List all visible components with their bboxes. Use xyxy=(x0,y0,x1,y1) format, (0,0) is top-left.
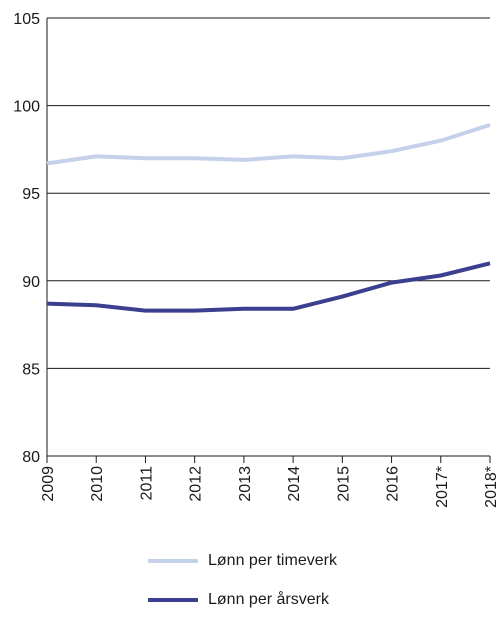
legend-item-lonn-per-arsverk: Lønn per årsverk xyxy=(148,591,329,609)
series-line-0 xyxy=(46,122,491,166)
y-tick-label: 90 xyxy=(22,274,40,291)
series-lines xyxy=(46,122,491,313)
y-tick-label: 100 xyxy=(13,99,40,116)
x-tick-label: 2014 xyxy=(286,466,303,502)
x-tick-label: 2009 xyxy=(40,466,57,502)
x-tick-label: 2017* xyxy=(434,466,451,508)
y-tick-label: 85 xyxy=(22,361,40,378)
x-tick-label: 2011 xyxy=(138,466,155,501)
x-tick-label: 2012 xyxy=(188,466,205,502)
legend-label: Lønn per timeverk xyxy=(208,552,337,569)
y-axis-ticks: 80 85 90 95 100 105 xyxy=(13,11,40,466)
legend-swatch xyxy=(148,598,198,602)
legend-label: Lønn per årsverk xyxy=(208,591,329,608)
legend-item-lonn-per-timeverk: Lønn per timeverk xyxy=(148,552,337,570)
x-tick-label: 2016 xyxy=(385,466,402,502)
y-tick-label: 80 xyxy=(22,449,40,466)
axes xyxy=(46,18,490,457)
x-tick-label: 2015 xyxy=(335,466,352,502)
legend-swatch xyxy=(148,559,198,563)
x-axis-ticks: 2009 2010 2011 2012 2013 2014 2015 2016 2017* 201… xyxy=(40,456,500,508)
y-tick-label: 95 xyxy=(22,186,40,203)
series-line-1 xyxy=(46,261,491,313)
x-tick-label: 2013 xyxy=(237,466,254,502)
y-tick-label: 105 xyxy=(13,11,40,28)
x-tick-label: 2010 xyxy=(89,466,106,502)
x-tick-label: 2018* xyxy=(483,466,500,508)
gridlines xyxy=(47,17,490,369)
